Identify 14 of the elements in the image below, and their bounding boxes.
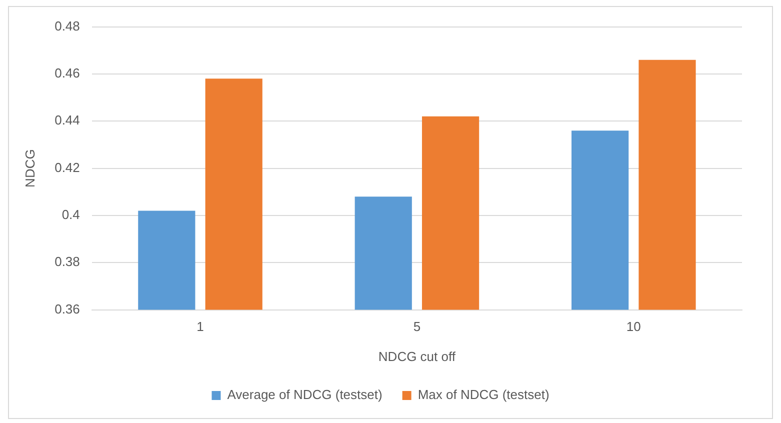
y-tick-label: 0.38 <box>54 254 80 270</box>
y-tick-label: 0.42 <box>54 160 80 175</box>
x-tick-label: 5 <box>413 319 421 334</box>
x-tick-label: 10 <box>626 319 641 334</box>
y-tick-label: 0.44 <box>54 112 80 128</box>
y-tick-label: 0.4 <box>62 207 80 222</box>
y-tick-label: 0.48 <box>54 18 80 34</box>
y-axis-title: NDCG <box>22 149 38 188</box>
legend-label: Max of NDCG (testset) <box>418 387 550 402</box>
x-axis-title: NDCG cut off <box>378 348 456 364</box>
x-tick-label: 1 <box>196 319 204 334</box>
y-tick-label: 0.46 <box>54 66 80 81</box>
legend-label: Average of NDCG (testset) <box>227 387 382 402</box>
y-tick-label: 0.36 <box>54 301 80 316</box>
